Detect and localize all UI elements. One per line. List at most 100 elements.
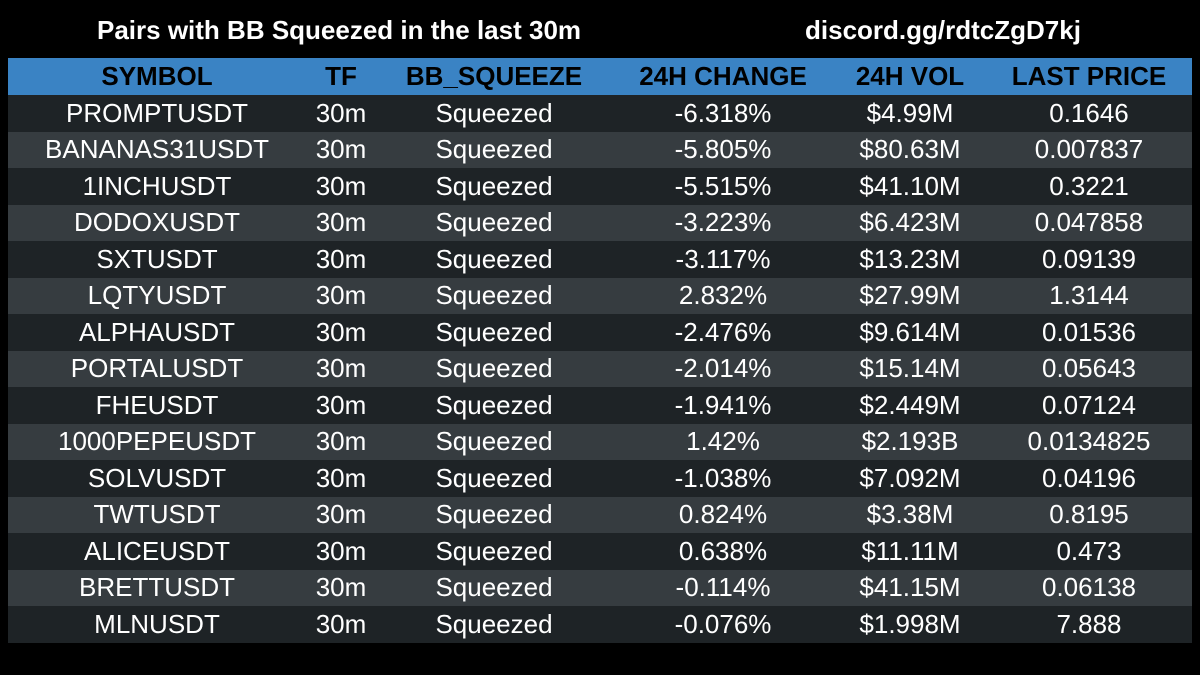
discord-link[interactable]: discord.gg/rdtcZgD7kj — [805, 15, 1081, 45]
cell-change: -3.117% — [675, 243, 771, 274]
cell-bb-squeeze: Squeezed — [435, 134, 553, 165]
cell-last-price: 0.473 — [1056, 535, 1122, 566]
table-header-row: SYMBOL TF BB_SQUEEZE 24H CHANGE 24H VOL LAST … — [8, 58, 1192, 95]
cell-change: 2.832% — [678, 280, 768, 311]
cell-symbol: 1INCHUSDT — [82, 170, 232, 201]
cell-bb-squeeze: Squeezed — [435, 389, 553, 420]
cell-bb-squeeze: Squeezed — [435, 608, 553, 639]
cell-bb-squeeze: Squeezed — [435, 280, 553, 311]
page-title: Pairs with BB Squeezed in the last 30m — [97, 15, 582, 45]
cell-symbol: PROMPTUSDT — [66, 97, 248, 128]
cell-last-price: 0.04196 — [1042, 462, 1136, 493]
cell-tf: 30m — [315, 207, 367, 238]
cell-volume: $80.63M — [859, 134, 961, 165]
table-row: BRETTUSDT 30m Squeezed -0.114% $41.15M 0.0613… — [8, 569, 1192, 606]
cell-volume: $27.99M — [859, 280, 961, 311]
column-header-tf: TF — [325, 61, 357, 91]
cell-change: -3.223% — [674, 207, 772, 238]
cell-tf: 30m — [315, 572, 367, 603]
cell-last-price: 0.0134825 — [1027, 426, 1151, 457]
cell-volume: $41.10M — [859, 170, 961, 201]
cell-change: -5.805% — [674, 134, 772, 165]
table-row: 1INCHUSDT 30m Squeezed -5.515% $41.10M 0.3221 — [8, 168, 1192, 205]
cell-change: -1.941% — [674, 389, 772, 420]
cell-volume: $9.614M — [859, 316, 961, 347]
cell-bb-squeeze: Squeezed — [435, 535, 553, 566]
cell-last-price: 0.01536 — [1042, 316, 1136, 347]
cell-volume: $3.38M — [866, 499, 954, 530]
table-row: BANANAS31USDT 30m Squeezed -5.805% $80.63M 0.… — [8, 131, 1192, 168]
cell-symbol: SOLVUSDT — [87, 462, 227, 493]
cell-symbol: MLNUSDT — [94, 608, 220, 639]
cell-last-price: 0.05643 — [1042, 353, 1136, 384]
table-row: ALPHAUSDT 30m Squeezed -2.476% $9.614M 0.0153… — [8, 314, 1192, 351]
cell-volume: $4.99M — [866, 97, 954, 128]
table-row: PORTALUSDT 30m Squeezed -2.014% $15.14M 0.056… — [8, 350, 1192, 387]
cell-tf: 30m — [315, 134, 367, 165]
cell-bb-squeeze: Squeezed — [435, 316, 553, 347]
cell-bb-squeeze: Squeezed — [435, 499, 553, 530]
table-row: FHEUSDT 30m Squeezed -1.941% $2.449M 0.07124 — [8, 387, 1192, 424]
cell-volume: $6.423M — [859, 207, 961, 238]
cell-symbol: ALPHAUSDT — [78, 316, 236, 347]
table-row: LQTYUSDT 30m Squeezed 2.832% $27.99M 1.3144 — [8, 277, 1192, 314]
column-header-last-price: LAST PRICE — [1011, 61, 1167, 91]
column-header-change: 24H CHANGE — [639, 61, 807, 91]
cell-tf: 30m — [315, 280, 367, 311]
cell-bb-squeeze: Squeezed — [435, 170, 553, 201]
cell-symbol: PORTALUSDT — [70, 353, 244, 384]
table-row: PROMPTUSDT 30m Squeezed -6.318% $4.99M 0.1646 — [8, 95, 1192, 132]
cell-change: -6.318% — [674, 97, 772, 128]
cell-volume: $2.449M — [859, 389, 961, 420]
cell-volume: $11.11M — [861, 535, 959, 566]
cell-symbol: 1000PEPEUSDT — [58, 426, 256, 457]
cell-change: -0.076% — [674, 608, 772, 639]
cell-symbol: TWTUSDT — [93, 499, 221, 530]
column-header-symbol: SYMBOL — [101, 61, 213, 91]
column-header-bb-squeeze: BB_SQUEEZE — [405, 61, 583, 91]
page-header: Pairs with BB Squeezed in the last 30m d… — [0, 0, 1200, 58]
cell-change: 1.42% — [686, 426, 760, 457]
cell-volume: $13.23M — [859, 243, 961, 274]
table-row: DODOXUSDT 30m Squeezed -3.223% $6.423M 0.0478… — [8, 204, 1192, 241]
squeeze-table: SYMBOL TF BB_SQUEEZE 24H CHANGE 24H VOL LAST … — [8, 58, 1192, 643]
cell-change: -5.515% — [674, 170, 772, 201]
cell-symbol: BRETTUSDT — [79, 572, 235, 603]
table-row: SOLVUSDT 30m Squeezed -1.038% $7.092M 0.04196 — [8, 460, 1192, 497]
cell-symbol: BANANAS31USDT — [45, 134, 269, 165]
cell-tf: 30m — [315, 535, 367, 566]
cell-change: -2.014% — [674, 353, 772, 384]
cell-bb-squeeze: Squeezed — [435, 572, 553, 603]
cell-change: 0.638% — [678, 535, 768, 566]
cell-change: 0.824% — [678, 499, 768, 530]
cell-tf: 30m — [315, 243, 367, 274]
cell-bb-squeeze: Squeezed — [435, 97, 553, 128]
cell-symbol: DODOXUSDT — [73, 207, 241, 238]
cell-volume: $1.998M — [859, 608, 961, 639]
cell-tf: 30m — [315, 462, 367, 493]
cell-tf: 30m — [315, 389, 367, 420]
cell-volume: $7.092M — [859, 462, 961, 493]
cell-volume: $41.15M — [859, 572, 961, 603]
cell-last-price: 0.1646 — [1049, 97, 1129, 128]
cell-last-price: 0.09139 — [1042, 243, 1136, 274]
cell-bb-squeeze: Squeezed — [435, 462, 553, 493]
cell-last-price: 1.3144 — [1049, 280, 1129, 311]
cell-last-price: 0.007837 — [1034, 134, 1144, 165]
table-row: 1000PEPEUSDT 30m Squeezed 1.42% $2.193B 0.013… — [8, 423, 1192, 460]
cell-last-price: 7.888 — [1056, 608, 1122, 639]
cell-symbol: FHEUSDT — [95, 389, 219, 420]
cell-change: -1.038% — [674, 462, 772, 493]
cell-bb-squeeze: Squeezed — [435, 243, 553, 274]
cell-symbol: LQTYUSDT — [87, 280, 227, 311]
cell-last-price: 0.06138 — [1042, 572, 1136, 603]
cell-symbol: SXTUSDT — [96, 243, 218, 274]
table-row: MLNUSDT 30m Squeezed -0.076% $1.998M 7.888 — [8, 606, 1192, 643]
cell-change: -2.476% — [674, 316, 772, 347]
cell-tf: 30m — [315, 97, 367, 128]
cell-volume: $15.14M — [859, 353, 961, 384]
cell-last-price: 0.07124 — [1042, 389, 1136, 420]
table-row: SXTUSDT 30m Squeezed -3.117% $13.23M 0.09139 — [8, 241, 1192, 278]
cell-last-price: 0.3221 — [1049, 170, 1129, 201]
cell-symbol: ALICEUSDT — [84, 535, 230, 566]
